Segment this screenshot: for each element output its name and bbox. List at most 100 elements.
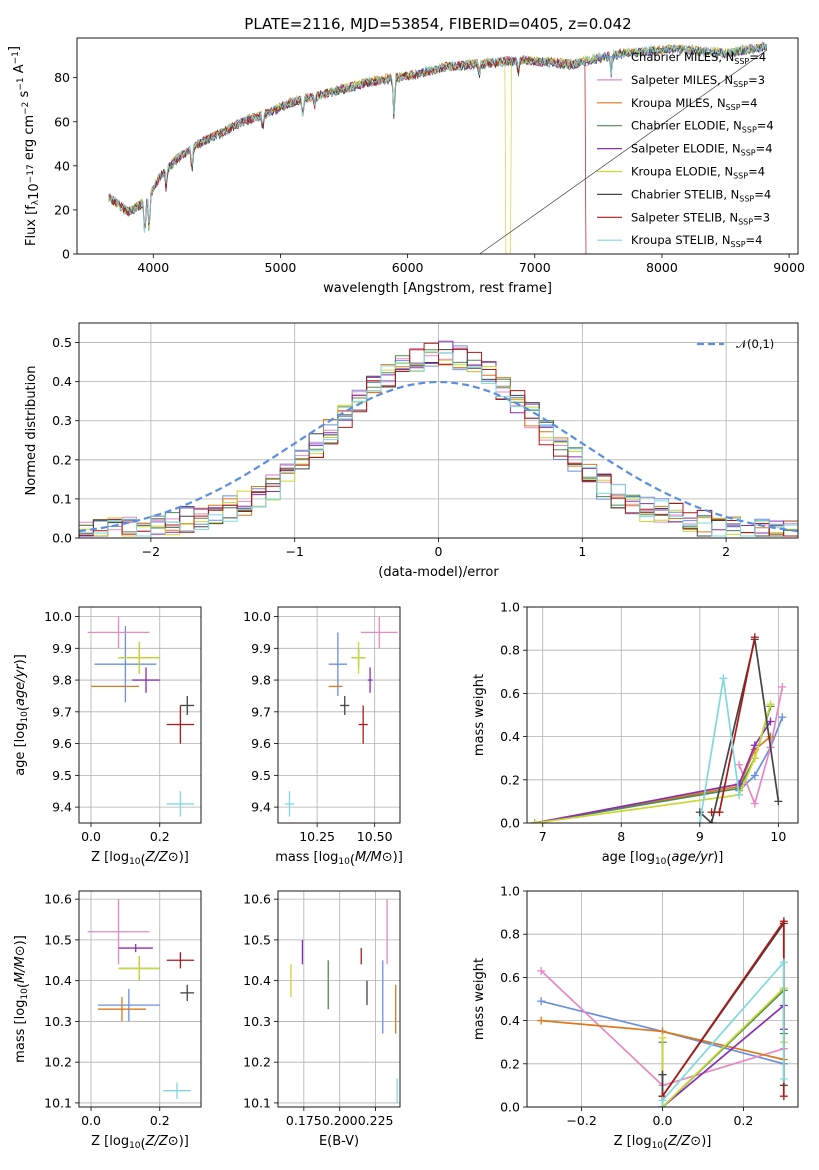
y-tick-label: 20 bbox=[54, 202, 70, 217]
x-tick-label: 10 bbox=[770, 829, 786, 844]
y-tick-label: 0.4 bbox=[500, 729, 520, 744]
weight-marker-kroupa-stelib bbox=[719, 674, 728, 683]
y-axis-label: mass [log10(M/M⊙)] bbox=[13, 935, 31, 1063]
weight-line-chabrier-stelib bbox=[699, 639, 780, 823]
spectrum-lines bbox=[108, 41, 768, 254]
y-tick-label: 9.7 bbox=[52, 704, 72, 719]
y-tick-label: 80 bbox=[54, 70, 70, 85]
x-axis-label: (data-model)/error bbox=[378, 565, 499, 580]
spectrum-panel: 4000 5000 6000 7000 8000 9000 0 20 40 60 80 wavelen… bbox=[7, 37, 805, 296]
x-tick-label: 0.0 bbox=[81, 1113, 101, 1128]
errorbar-points bbox=[284, 616, 398, 817]
weight-marker-chabrier-stelib bbox=[774, 797, 783, 806]
y-tick-label: 40 bbox=[54, 158, 70, 173]
x-axis-label: age [log10(age/yr)] bbox=[602, 850, 724, 868]
weight-vs-age-panel: 7 8 9 10 0.0 0.2 0.4 0.6 0.8 1.0 age [log10(age/yr… bbox=[472, 600, 799, 868]
x-tick-label: 8000 bbox=[646, 260, 678, 275]
x-axis-label: mass [log10(M/M⊙)] bbox=[275, 850, 403, 868]
errorbar-salpeter-elodie bbox=[118, 943, 153, 953]
y-tick-label: 0.5 bbox=[52, 335, 72, 350]
y-tick-label: 9.8 bbox=[52, 673, 72, 688]
errorbar-chabrier-stelib bbox=[340, 695, 350, 716]
weight-marker-kroupa-elodie bbox=[750, 754, 759, 763]
y-tick-label: 0.2 bbox=[500, 1056, 520, 1071]
errorbar-points bbox=[87, 899, 195, 1099]
errorbar-points bbox=[87, 616, 195, 817]
weight-lines bbox=[537, 917, 788, 1107]
errorbar-salpeter-stelib bbox=[166, 952, 195, 969]
legend-entry-kroupa-miles: Kroupa MILES, NSSP=4 bbox=[631, 96, 757, 112]
legend-entry-salpeter-miles: Salpeter MILES, NSSP=3 bbox=[631, 73, 765, 89]
weight-line-salpeter-miles bbox=[738, 686, 784, 807]
errorbar-salpeter-stelib bbox=[166, 705, 195, 744]
x-tick-label: 10.50 bbox=[357, 829, 393, 844]
weight-marker-kroupa-stelib bbox=[779, 958, 788, 967]
x-tick-label: 6000 bbox=[392, 260, 424, 275]
x-tick-label: 0.2 bbox=[150, 1113, 170, 1128]
weight-marker-kroupa-stelib bbox=[658, 1096, 667, 1105]
plot-frame bbox=[78, 322, 799, 539]
weight-marker-salpeter-stelib bbox=[779, 917, 788, 926]
x-tick-label: 9 bbox=[696, 829, 704, 844]
histogram-kroupa-stelib bbox=[79, 351, 798, 537]
errorbar-kroupa-stelib bbox=[163, 1082, 191, 1099]
plot-frame bbox=[277, 890, 401, 1108]
y-tick-label: 9.4 bbox=[52, 800, 72, 815]
y-tick-label: 0.3 bbox=[52, 413, 72, 428]
errorbar-kroupa-elodie bbox=[118, 956, 160, 981]
weight-marker-chabrier-stelib bbox=[707, 819, 716, 823]
y-tick-label: 0.6 bbox=[500, 970, 520, 985]
y-tick-label: 9.6 bbox=[52, 736, 72, 751]
errorbar-chabrier-stelib bbox=[180, 984, 195, 1002]
y-tick-label: 0.6 bbox=[500, 686, 520, 701]
x-tick-label: 0.2 bbox=[150, 829, 170, 844]
weight-line-kroupa-stelib bbox=[661, 960, 785, 1107]
weight-marker-salpeter-stelib bbox=[715, 808, 724, 817]
errorbar-salpeter-miles bbox=[360, 616, 398, 649]
x-tick-label: 4000 bbox=[137, 260, 169, 275]
legend-entry-chabrier-elodie: Chabrier ELODIE, NSSP=4 bbox=[631, 119, 774, 135]
y-tick-label: 0 bbox=[62, 247, 70, 262]
y-axis-label: age [log10(age/yr)] bbox=[13, 654, 31, 776]
weight-marker-salpeter-miles bbox=[750, 799, 759, 808]
errorbar-salpeter-elodie bbox=[132, 667, 160, 693]
y-tick-label: 0.1 bbox=[52, 491, 72, 506]
weight-marker-kroupa-elodie bbox=[766, 700, 775, 709]
y-tick-label: 9.9 bbox=[52, 641, 72, 656]
y-axis-label: mass weight bbox=[472, 674, 487, 756]
y-tick-label: 9.5 bbox=[251, 768, 271, 783]
errorbar-kroupa-stelib bbox=[284, 791, 295, 817]
weight-vs-metallicity-panel: −0.2 0.0 0.2 0.0 0.2 0.4 0.6 0.8 1.0 Z [log10(Z/Z… bbox=[472, 884, 799, 1152]
errorbar-kroupa-stelib bbox=[166, 791, 195, 817]
y-tick-label: 9.8 bbox=[251, 673, 271, 688]
weight-marker-kroupa-miles bbox=[537, 1016, 546, 1025]
y-tick-label: 9.9 bbox=[251, 641, 271, 656]
x-tick-label: 0.225 bbox=[358, 1113, 394, 1128]
weight-marker-salpeter-miles bbox=[778, 682, 787, 691]
x-tick-label: 2 bbox=[722, 544, 730, 559]
y-tick-label: 0.2 bbox=[52, 452, 72, 467]
y-tick-label: 0.0 bbox=[500, 1100, 520, 1115]
y-tick-label: 10.5 bbox=[243, 932, 271, 947]
x-tick-label: 0.0 bbox=[81, 829, 101, 844]
y-tick-label: 10.6 bbox=[243, 892, 271, 907]
spectrum-line-kroupa-stelib bbox=[108, 42, 768, 233]
y-tick-label: 9.6 bbox=[251, 736, 271, 751]
y-tick-label: 10.2 bbox=[44, 1055, 72, 1070]
residual-histogram-panel: −2 −1 0 1 2 0.0 0.1 0.2 0.3 0.4 0.5 (data-model)/er… bbox=[24, 322, 799, 580]
weight-marker-kroupa-stelib bbox=[735, 790, 744, 799]
errorbar-chabrier-miles bbox=[94, 626, 157, 703]
y-tick-label: 10.3 bbox=[243, 1014, 271, 1029]
errorbar-kroupa-miles bbox=[97, 996, 147, 1022]
weight-marker-kroupa-elodie bbox=[530, 819, 539, 823]
plot-frame bbox=[78, 890, 202, 1108]
figure-title: PLATE=2116, MJD=53854, FIBERID=0405, z=0… bbox=[244, 15, 631, 33]
y-tick-label: 10.2 bbox=[243, 1055, 271, 1070]
x-tick-label: −1 bbox=[285, 544, 303, 559]
weight-marker-salpeter-elodie bbox=[735, 780, 744, 789]
y-tick-label: 10.1 bbox=[243, 1095, 271, 1110]
y-tick-label: 0.4 bbox=[52, 374, 72, 389]
histogram-salpeter-stelib bbox=[79, 342, 798, 537]
legend-entry-kroupa-stelib: Kroupa STELIB, NSSP=4 bbox=[631, 233, 762, 249]
